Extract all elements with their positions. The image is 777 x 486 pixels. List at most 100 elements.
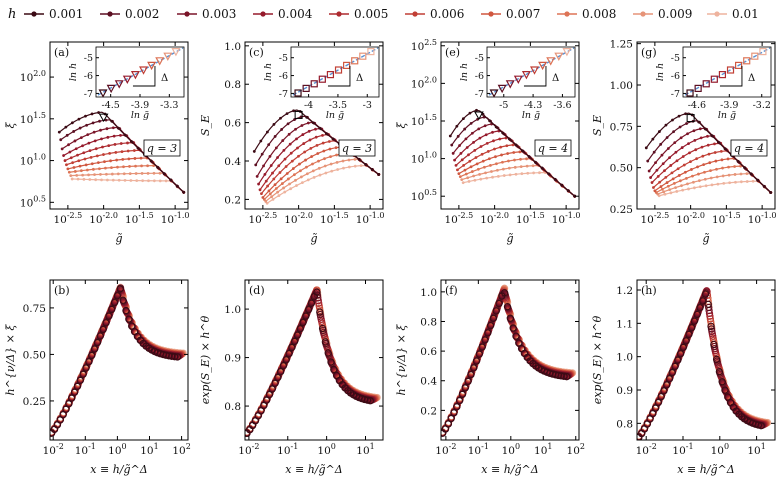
series-point xyxy=(479,177,483,181)
series-point xyxy=(273,183,277,187)
series-point xyxy=(265,130,269,134)
series-point xyxy=(173,353,182,361)
series-point xyxy=(540,166,544,170)
series-point xyxy=(117,178,121,182)
series-point xyxy=(743,166,746,169)
inset-marker xyxy=(702,80,710,88)
inset-marker xyxy=(351,57,359,65)
inset-x-tick-label: -4.3 xyxy=(524,100,542,111)
inset-slope-label: Δ xyxy=(356,73,363,84)
y-tick-label: 0.25 xyxy=(610,204,633,216)
inset-slope-label: Δ xyxy=(552,73,559,84)
series-point xyxy=(479,145,483,148)
series-point xyxy=(665,136,669,139)
series-point xyxy=(296,325,304,333)
series-point xyxy=(62,154,65,157)
y-axis-label: S_E xyxy=(199,115,212,136)
series-point xyxy=(106,135,110,139)
x-tick-label: 101 xyxy=(534,442,552,457)
series-point xyxy=(313,288,321,296)
series-point xyxy=(259,139,263,143)
y-tick-label: 0.75 xyxy=(610,121,633,133)
series-point xyxy=(696,165,699,169)
y-tick-label: 0.8 xyxy=(616,418,633,430)
series-point xyxy=(699,297,707,305)
panel-a: 10-2.5 10-2.0 10-1.5 10-1.0 100.5 101.0 101.5 1… xyxy=(4,41,190,245)
series-point xyxy=(291,167,295,170)
series-point xyxy=(81,144,84,148)
inset-marker xyxy=(538,61,548,71)
q-tag: q = 3 xyxy=(338,139,376,157)
y-tick-label: 102.5 xyxy=(411,38,437,53)
series-point xyxy=(716,140,720,144)
inset-x-tick-label: -4 xyxy=(304,100,313,111)
series-point xyxy=(647,169,651,173)
series-point xyxy=(703,177,707,181)
series-point xyxy=(310,155,314,158)
x-axis-label: x ≡ h/g̃^Δ xyxy=(90,463,147,476)
series-point xyxy=(707,152,711,156)
series-point xyxy=(328,147,332,151)
inset-marker xyxy=(171,48,181,57)
series-point xyxy=(687,187,690,191)
series-point xyxy=(707,320,715,328)
series-point xyxy=(519,157,522,161)
series-point xyxy=(721,386,729,394)
series-line xyxy=(463,171,576,197)
series-point xyxy=(105,178,109,182)
series-point xyxy=(288,344,296,352)
series-point xyxy=(303,150,307,154)
series-point xyxy=(287,132,291,136)
series-point xyxy=(657,130,661,133)
series-point xyxy=(274,187,278,190)
series-point xyxy=(660,187,664,191)
panel-c: 10-2.5 10-2.0 10-1.5 10-1.0 0.2 0.4 0.6 0.8 1.0 g… xyxy=(199,41,385,245)
series-point xyxy=(664,175,668,179)
series-point xyxy=(68,150,72,154)
series-point xyxy=(121,158,125,161)
series-point xyxy=(327,358,335,366)
inset-x-tick-label: -4.5 xyxy=(102,100,120,111)
series-point xyxy=(278,171,282,174)
x-tick-label: 10-2.5 xyxy=(248,211,277,226)
series-point xyxy=(305,165,308,169)
series-point xyxy=(60,147,64,151)
series-point xyxy=(252,150,256,153)
legend-entry: 0.007 xyxy=(481,7,540,21)
series-point xyxy=(448,134,452,138)
series-point xyxy=(128,172,132,176)
panel-label: (a) xyxy=(54,46,69,59)
series-point xyxy=(485,141,489,145)
series-point xyxy=(708,161,712,165)
series-point xyxy=(322,149,326,153)
series-point xyxy=(307,129,311,133)
x-axis-label: g̃ xyxy=(702,232,709,245)
q-tag-box xyxy=(338,139,376,157)
series-point xyxy=(78,164,82,168)
series-point xyxy=(116,165,119,169)
series-point xyxy=(107,144,111,148)
x-tick-label: 102 xyxy=(567,442,585,457)
series-point xyxy=(689,160,692,164)
series-point xyxy=(292,109,295,113)
series-point xyxy=(710,340,718,349)
series-point xyxy=(254,163,258,167)
x-tick-label: 100 xyxy=(108,442,126,457)
inset-marker xyxy=(497,84,507,94)
series-point xyxy=(282,356,290,364)
series-point xyxy=(66,167,70,171)
series-point xyxy=(745,172,749,176)
series-point xyxy=(486,322,495,330)
series-point xyxy=(113,143,117,146)
series-point xyxy=(89,155,93,159)
series-point xyxy=(736,159,740,163)
series-point xyxy=(668,369,676,377)
series-point xyxy=(707,317,715,326)
series-point xyxy=(714,159,718,163)
series-point xyxy=(672,130,676,134)
series-point xyxy=(87,141,91,145)
series-point xyxy=(295,184,298,187)
legend-label: 0.005 xyxy=(354,7,388,21)
series-point xyxy=(483,124,487,128)
series-point xyxy=(513,158,516,162)
